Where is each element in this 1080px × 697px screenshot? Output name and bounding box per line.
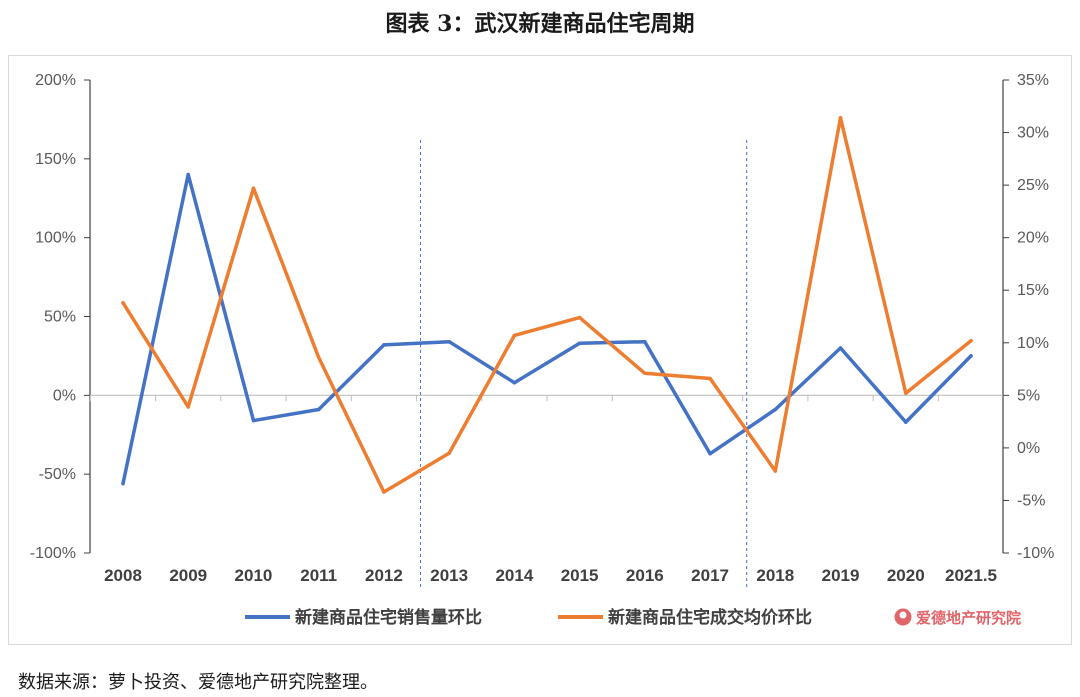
series-2-point	[186, 405, 191, 409]
series-1-point	[186, 172, 191, 177]
series-1-point	[382, 343, 386, 347]
series-1-point	[251, 418, 256, 423]
left-axis-tick-label: 200%	[35, 72, 76, 89]
series-1-point	[903, 420, 908, 424]
series-2-point	[316, 355, 321, 360]
x-axis-label: 2008	[104, 566, 142, 585]
series-2-point	[447, 451, 451, 455]
series-2-point	[643, 371, 647, 376]
x-axis-label: 2016	[626, 566, 664, 585]
left-axis-tick-label: 100%	[35, 230, 76, 247]
x-axis-label: 2009	[169, 566, 207, 585]
series-1-point	[512, 380, 517, 385]
x-axis-label: 2012	[365, 566, 403, 585]
x-axis-label: 2015	[561, 566, 599, 585]
legend-label-2: 新建商品住宅成交均价环比	[608, 607, 812, 628]
series-line-2	[121, 116, 973, 494]
legend-label-1: 新建商品住宅销售量环比	[295, 607, 482, 628]
series-2-point	[382, 490, 386, 494]
series-1-point	[316, 407, 321, 412]
right-axis-tick-label: 35%	[1017, 72, 1049, 89]
series-2-point	[838, 116, 843, 120]
left-axis-tick-label: -100%	[30, 545, 76, 562]
right-axis-tick-label: 20%	[1017, 230, 1049, 247]
series-2-point	[903, 391, 908, 396]
series-2-point	[577, 315, 582, 320]
right-axis-tick-label: 10%	[1017, 335, 1049, 352]
right-axis-tick-label: 25%	[1017, 177, 1049, 194]
right-axis-tick-label: 5%	[1017, 387, 1040, 404]
x-axis-label: 2020	[887, 566, 925, 585]
series-1-point	[577, 341, 582, 346]
chart-title: 图表 3：武汉新建商品住宅周期	[385, 11, 695, 37]
x-axis-label: 2017	[691, 566, 729, 585]
left-axis-tick-label: -50%	[39, 466, 76, 483]
x-axis-label: 2019	[822, 566, 860, 585]
series-2-point	[512, 333, 517, 338]
x-axis-label: 2010	[235, 566, 273, 585]
x-axis-label: 2011	[300, 566, 337, 585]
series-2-point	[773, 469, 778, 473]
series-1-point	[969, 354, 973, 358]
series-1-point	[708, 451, 712, 456]
series-1-point	[838, 346, 843, 350]
x-axis-label: 2018	[756, 566, 794, 585]
watermark-logo-icon-inner	[899, 611, 907, 619]
series-2-point	[969, 338, 973, 343]
source-note: 数据来源：萝卜投资、爱德地产研究院整理。	[18, 672, 378, 693]
right-axis-tick-label: -10%	[1017, 545, 1054, 562]
series-1-point	[773, 407, 778, 412]
series-2-point	[251, 186, 256, 191]
chart-frame	[8, 55, 1072, 645]
right-axis-tick-label: 15%	[1017, 282, 1049, 299]
x-axis-label: 2013	[430, 566, 468, 585]
watermark-text: 爱德地产研究院	[916, 609, 1021, 627]
series-1-point	[121, 481, 125, 486]
right-axis-tick-label: 30%	[1017, 125, 1049, 142]
series-1-point	[447, 339, 451, 344]
left-axis-tick-label: 50%	[44, 309, 76, 326]
right-axis-tick-label: 0%	[1017, 440, 1040, 457]
series-2-point	[121, 301, 125, 305]
series-line-1	[121, 172, 973, 486]
left-axis-tick-label: 0%	[53, 387, 76, 404]
x-axis-label: 2021.5	[945, 566, 997, 585]
series-1-point	[643, 339, 647, 344]
left-axis-tick-label: 150%	[35, 151, 76, 168]
series-2-point	[708, 376, 712, 381]
x-axis-label: 2014	[495, 566, 533, 585]
right-axis-tick-label: -5%	[1017, 492, 1045, 509]
